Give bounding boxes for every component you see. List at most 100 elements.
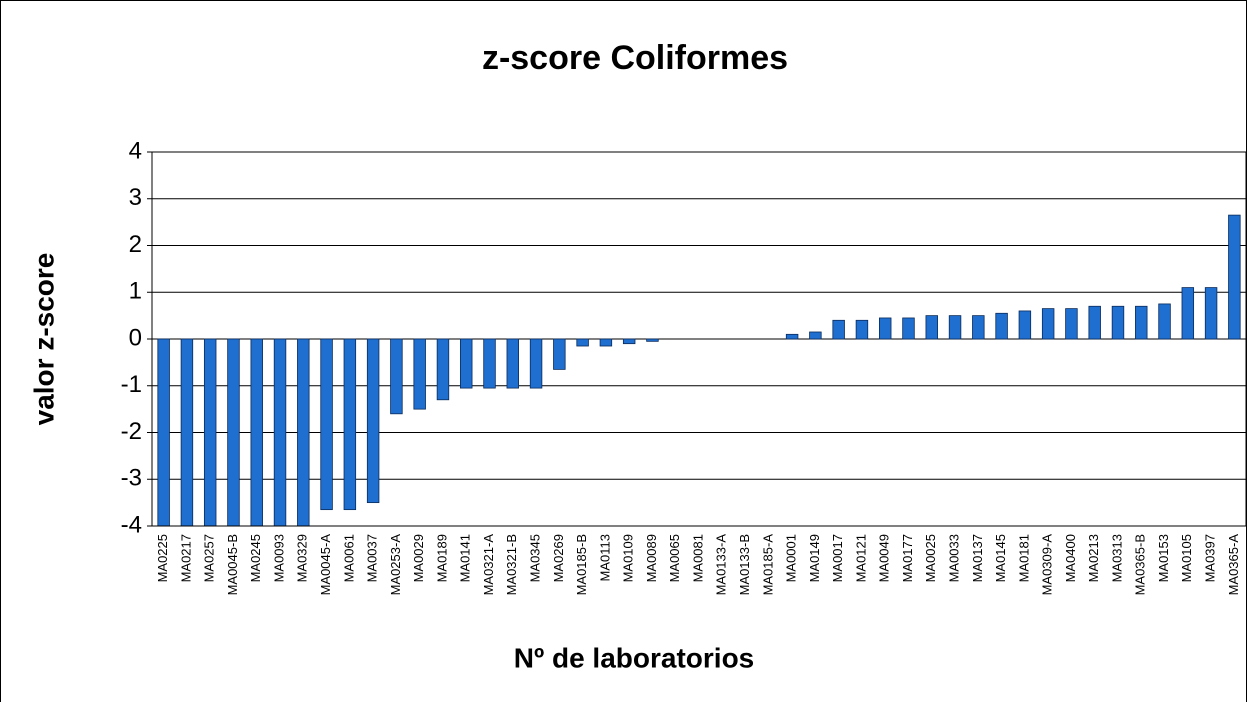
x-tick-label: MA0029 bbox=[411, 534, 426, 582]
bar bbox=[948, 315, 962, 340]
x-tick-label: MA0185-B bbox=[574, 534, 589, 595]
x-tick-label: MA0093 bbox=[271, 534, 286, 582]
y-tick-label: 1 bbox=[129, 278, 142, 305]
x-tick-label: MA0045-B bbox=[225, 534, 240, 595]
bar bbox=[646, 338, 659, 342]
bar bbox=[1228, 214, 1241, 340]
bar bbox=[553, 338, 566, 370]
x-tick-label: MA0181 bbox=[1016, 534, 1031, 582]
x-tick-label: MA0061 bbox=[341, 534, 356, 582]
x-tick-label: MA0217 bbox=[178, 534, 193, 582]
bar bbox=[297, 338, 310, 527]
x-tick-label: MA0037 bbox=[365, 534, 380, 582]
x-tick-label: MA0321-B bbox=[504, 534, 519, 595]
x-tick-label: MA0109 bbox=[621, 534, 636, 582]
x-tick-label: MA0045-A bbox=[318, 534, 333, 596]
bar bbox=[1111, 305, 1125, 340]
bar bbox=[343, 338, 357, 511]
x-tick-label: MA0397 bbox=[1203, 534, 1218, 582]
x-tick-label: MA0081 bbox=[690, 534, 705, 582]
y-tick-label: -3 bbox=[121, 465, 142, 492]
x-tick-label: MA0141 bbox=[458, 534, 473, 582]
x-tick-label: MA0365-B bbox=[1133, 534, 1148, 595]
bar bbox=[1181, 287, 1195, 340]
y-axis-label: valor z-score bbox=[28, 253, 59, 426]
bar bbox=[390, 338, 403, 415]
x-tick-label: MA0033 bbox=[946, 534, 961, 582]
x-tick-label: MA0121 bbox=[853, 534, 868, 582]
x-tick-label: MA0345 bbox=[528, 534, 543, 582]
x-tick-label: MA0025 bbox=[923, 534, 938, 582]
x-tick-label: MA0365-A bbox=[1226, 534, 1241, 596]
bar bbox=[250, 338, 263, 527]
x-tick-label: MA0257 bbox=[202, 534, 217, 582]
x-tick-label: MA0017 bbox=[830, 534, 845, 582]
x-tick-label: MA0089 bbox=[644, 534, 659, 582]
bar bbox=[576, 338, 589, 347]
bar bbox=[622, 338, 636, 345]
bar bbox=[902, 317, 915, 340]
x-tick-label: MA0137 bbox=[970, 534, 985, 582]
x-tick-label: MA0253-A bbox=[388, 534, 403, 596]
x-tick-label: MA0153 bbox=[1156, 534, 1171, 582]
x-tick-label: MA0149 bbox=[807, 534, 822, 582]
bar bbox=[972, 315, 985, 340]
x-tick-label: MA0133-B bbox=[737, 534, 752, 595]
bar bbox=[925, 315, 938, 340]
bar bbox=[529, 338, 543, 389]
y-tick-label: 4 bbox=[129, 137, 142, 164]
bar bbox=[1204, 287, 1218, 340]
bar bbox=[320, 338, 333, 511]
bar bbox=[809, 331, 822, 340]
bar bbox=[1088, 305, 1101, 340]
bar bbox=[855, 319, 869, 340]
x-tick-label: MA0177 bbox=[900, 534, 915, 582]
x-tick-label: MA0145 bbox=[993, 534, 1008, 582]
bar bbox=[413, 338, 426, 410]
bar bbox=[878, 317, 892, 340]
bar bbox=[995, 312, 1008, 340]
x-tick-label: MA0185-A bbox=[760, 534, 775, 596]
bar bbox=[460, 338, 473, 389]
x-tick-label: MA0105 bbox=[1179, 534, 1194, 582]
x-tick-label: MA0065 bbox=[667, 534, 682, 582]
x-tick-label: MA0189 bbox=[434, 534, 449, 582]
bar bbox=[203, 338, 217, 527]
x-tick-label: MA0001 bbox=[784, 534, 799, 582]
x-axis-label: Nº de laboratorios bbox=[514, 642, 755, 673]
y-tick-label: -2 bbox=[121, 418, 142, 445]
bar bbox=[1065, 308, 1078, 340]
y-tick-label: 0 bbox=[129, 324, 142, 351]
bar bbox=[180, 338, 194, 527]
x-tick-label: MA0113 bbox=[597, 534, 612, 581]
bar bbox=[436, 338, 450, 401]
plot-frame bbox=[151, 151, 1247, 527]
bar bbox=[1041, 308, 1055, 340]
bar bbox=[483, 338, 496, 389]
bar bbox=[785, 333, 799, 340]
y-tick-label: -4 bbox=[121, 511, 142, 538]
bar bbox=[366, 338, 380, 504]
x-tick-label: MA0400 bbox=[1063, 534, 1078, 582]
bar bbox=[1158, 303, 1171, 340]
y-tick-label: 3 bbox=[129, 184, 142, 211]
x-tick-label: MA0225 bbox=[155, 534, 170, 582]
x-tick-label: MA0313 bbox=[1109, 534, 1124, 582]
bar bbox=[599, 338, 613, 347]
y-tick-label: -1 bbox=[121, 371, 142, 398]
bar bbox=[832, 319, 845, 340]
x-tick-label: MA0049 bbox=[877, 534, 892, 582]
x-tick-label: MA0321-A bbox=[481, 534, 496, 596]
bar bbox=[506, 338, 520, 389]
bar bbox=[1018, 310, 1032, 340]
bar bbox=[157, 338, 170, 527]
x-tick-label: MA0133-A bbox=[714, 534, 729, 596]
chart-title: z-score Coliformes bbox=[482, 39, 788, 77]
x-tick-label: MA0269 bbox=[551, 534, 566, 582]
x-tick-label: MA0245 bbox=[248, 534, 263, 582]
x-tick-label: MA0309-A bbox=[1040, 534, 1055, 596]
x-tick-label: MA0213 bbox=[1086, 534, 1101, 582]
x-tick-label: MA0329 bbox=[295, 534, 310, 582]
